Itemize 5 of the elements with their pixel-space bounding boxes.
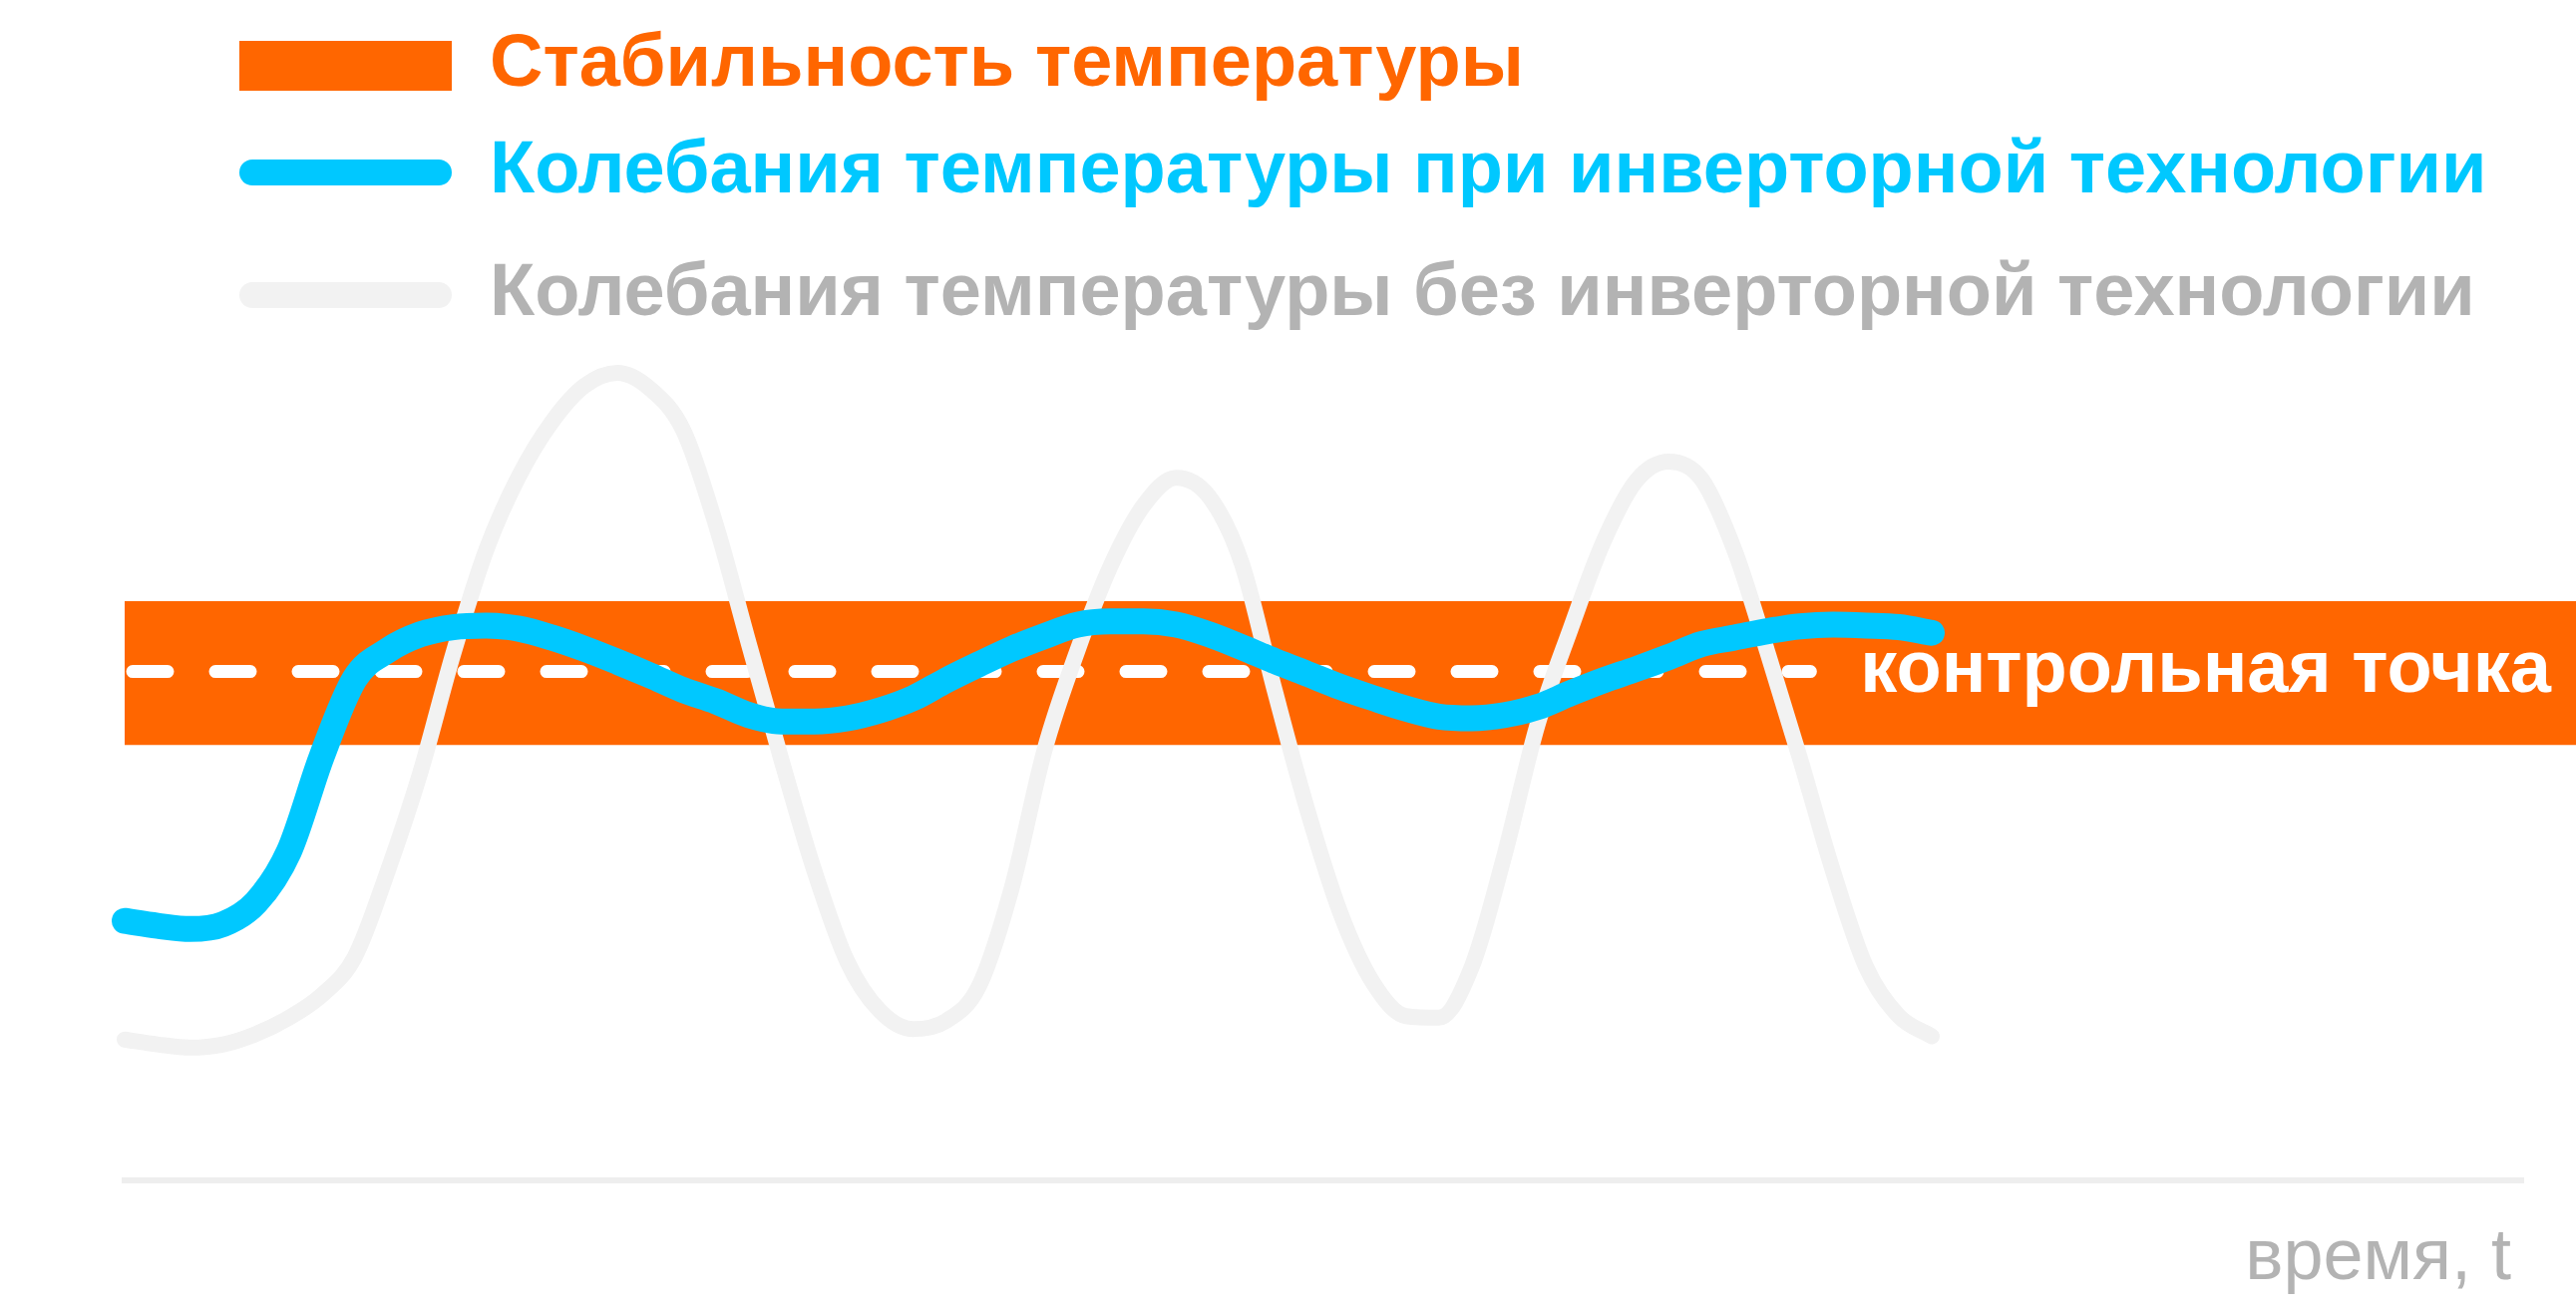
legend-label: Колебания температуры при инверторной технологии [490,126,2487,209]
x-axis-title: время, t [2245,1214,2511,1295]
legend-label: Стабильность температуры [490,19,1524,103]
legend-label: Колебания температуры без инверторной технологии [490,248,2475,332]
ref-line-label: контрольная точка [1860,624,2552,708]
